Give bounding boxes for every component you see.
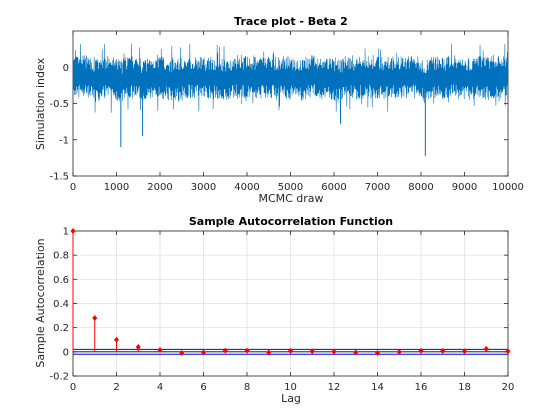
acf-stem-marker: [70, 228, 76, 234]
acf-stem-marker: [179, 350, 185, 357]
x-tick-label: 0: [70, 382, 76, 393]
acf-stem-marker: [92, 315, 98, 321]
acf-stem-marker: [375, 350, 380, 357]
x-tick-label: 4: [157, 382, 163, 393]
trace-plot-axes: Trace plot - Beta 2 0 1000 2000 3000 4000 500…: [34, 15, 524, 205]
y-tick-label: 0.8: [53, 251, 69, 262]
x-tick-label: 4000: [234, 182, 259, 193]
acf-stem-marker: [266, 349, 272, 356]
x-tick-label: 6000: [321, 182, 346, 193]
trace-plot-ylabel: Simulation index: [34, 57, 47, 150]
x-tick-label: 10: [284, 382, 297, 393]
acf-stem-marker: [222, 347, 228, 354]
y-tick-label: -1: [59, 135, 69, 146]
x-tick-label: 3000: [191, 182, 216, 193]
x-tick-label: 5000: [278, 182, 303, 193]
acf-plot-title: Sample Autocorrelation Function: [189, 215, 393, 228]
y-tick-label: 1: [63, 227, 69, 238]
acf-stem-marker: [483, 345, 489, 352]
acf-stem-marker: [244, 347, 250, 354]
x-tick-label: 14: [371, 382, 384, 393]
acf-plot-xlabel: Lag: [281, 392, 301, 405]
x-tick-label: 20: [502, 382, 515, 393]
acf-stem-marker: [288, 347, 293, 354]
y-tick-label: 0: [63, 63, 69, 74]
x-tick-label: 0: [70, 182, 76, 193]
x-tick-label: 8: [244, 382, 250, 393]
x-tick-label: 7000: [365, 182, 390, 193]
acf-stem-marker: [396, 348, 402, 355]
y-tick-label: -0.2: [49, 372, 69, 383]
x-tick-label: 16: [415, 382, 428, 393]
x-tick-label: 10000: [492, 182, 524, 193]
trace-plot-series: [72, 43, 509, 156]
acf-stem-marker: [201, 349, 206, 356]
trace-plot-title: Trace plot - Beta 2: [234, 15, 348, 28]
y-tick-label: -1.5: [49, 172, 69, 183]
acf-stem-marker: [462, 348, 467, 355]
y-tick-label: 0: [63, 347, 69, 358]
x-tick-label: 2000: [147, 182, 172, 193]
acf-plot-axes: Sample Autocorrelation Function 0 2 4 6 8 10 1…: [34, 215, 514, 405]
y-tick-label: 0.2: [53, 323, 69, 334]
x-tick-label: 2: [113, 382, 119, 393]
x-tick-label: 8000: [408, 182, 433, 193]
x-tick-label: 9000: [452, 182, 477, 193]
acf-stem-marker: [309, 348, 315, 355]
acf-stem-marker: [114, 336, 119, 343]
x-tick-label: 1000: [104, 182, 129, 193]
y-tick-label: 0.4: [53, 299, 69, 310]
trace-plot-xlabel: MCMC draw: [258, 192, 323, 205]
x-tick-label: 12: [328, 382, 341, 393]
acf-stem-marker: [418, 347, 424, 354]
acf-plot-ylabel: Sample Autocorrelation: [34, 238, 47, 367]
y-tick-label: 0.6: [53, 275, 69, 286]
acf-stem-marker: [157, 347, 163, 354]
acf-stem-marker: [331, 348, 337, 355]
acf-plot-ticks: 0 2 4 6 8 10 12 14 16 18 20-0.200.20.40.60.81: [49, 227, 514, 394]
trace-plot-ticks: 0 1000 2000 3000 4000 5000 6000 7000 8000 9000 100…: [49, 31, 524, 193]
acf-stem-marker: [135, 344, 141, 350]
acf-stem-marker: [505, 348, 511, 355]
trace-noise-band: [72, 43, 509, 113]
x-tick-label: 18: [458, 382, 471, 393]
acf-stems: [70, 228, 511, 357]
acf-stem-marker: [440, 347, 446, 354]
trace-plot-frame: [72, 30, 509, 177]
y-tick-label: -0.5: [49, 99, 69, 110]
x-tick-label: 6: [200, 382, 206, 393]
acf-stem-marker: [353, 349, 359, 356]
